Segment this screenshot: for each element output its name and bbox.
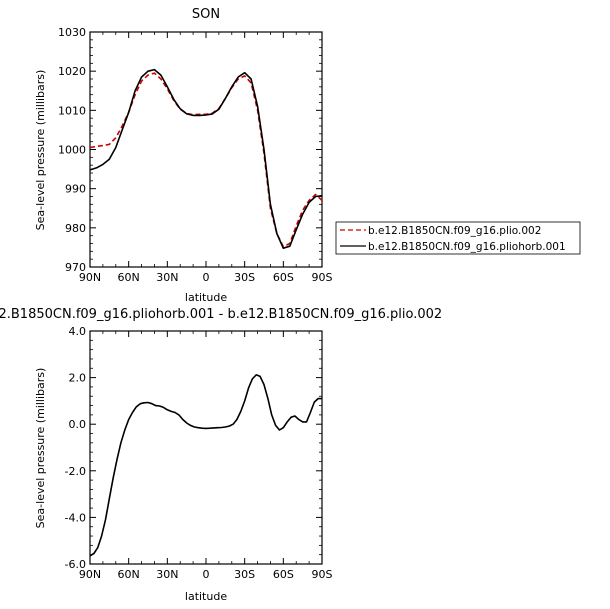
chart-top-x-tick-label: 0 <box>203 271 210 284</box>
chart-top-y-tick-label: 970 <box>65 261 86 274</box>
chart-bottom-y-tick-label: -6.0 <box>65 558 86 571</box>
chart-bottom-x-tick-label: 0 <box>203 568 210 581</box>
chart-bottom-x-tick-label: 30S <box>234 568 255 581</box>
chart-top-x-tick-label: 90N <box>79 271 101 284</box>
chart-bottom-y-tick-label: 0.0 <box>69 418 87 431</box>
chart-bottom-x-tick-label: 90S <box>312 568 333 581</box>
legend-label-plio: b.e12.B1850CN.f09_g16.plio.002 <box>368 225 541 237</box>
chart-top-x-axis-label: latitude <box>185 291 227 304</box>
chart-top-y-tick-label: 990 <box>65 183 86 196</box>
chart-bottom-y-tick-label: 2.0 <box>69 372 87 385</box>
chart-bottom-title: b.e12.B1850CN.f09_g16.pliohorb.001 - b.e… <box>0 307 442 322</box>
chart-bottom: b.e12.B1850CN.f09_g16.pliohorb.001 - b.e… <box>0 307 442 603</box>
chart-bottom-y-tick-label: -2.0 <box>65 465 86 478</box>
chart-bottom-y-tick-label: 4.0 <box>69 325 87 338</box>
chart-top-x-tick-label: 30N <box>156 271 178 284</box>
chart-bottom-y-tick-label: -4.0 <box>65 511 86 524</box>
chart-top-x-tick-label: 30S <box>234 271 255 284</box>
chart-bottom-y-axis-label: Sea-level pressure (millibars) <box>34 368 47 529</box>
chart-top-y-tick-label: 1030 <box>58 26 86 39</box>
chart-top-y-tick-label: 1020 <box>58 65 86 78</box>
legend-label-pliohorb: b.e12.B1850CN.f09_g16.pliohorb.001 <box>368 241 566 253</box>
chart-top: SON 90N 60N 30N 0 30S 60S 90S 970 980 990 1000 101… <box>34 7 581 304</box>
legend-box <box>335 221 581 255</box>
chart-top-title: SON <box>192 7 220 22</box>
chart-bottom-x-tick-label: 90N <box>79 568 101 581</box>
chart-top-x-tick-label: 60N <box>118 271 140 284</box>
chart-top-y-axis-label: Sea-level pressure (millibars) <box>34 70 47 231</box>
chart-top-x-tick-label: 60S <box>273 271 294 284</box>
chart-bottom-series-line-0 <box>89 373 322 557</box>
chart-top-plot-frame <box>89 31 323 268</box>
chart-bottom-plot-frame <box>89 330 323 565</box>
chart-bottom-x-tick-label: 60S <box>273 568 294 581</box>
chart-bottom-x-axis-label: latitude <box>185 590 227 603</box>
chart-top-y-tick-label: 1000 <box>58 144 86 157</box>
chart-top-series-line-1 <box>89 68 323 249</box>
chart-bottom-x-tick-label: 60N <box>118 568 140 581</box>
chart-top-y-tick-label: 980 <box>65 222 86 235</box>
chart-top-series-line-0 <box>89 72 323 248</box>
chart-top-y-tick-label: 1010 <box>58 104 86 117</box>
legend: b.e12.B1850CN.f09_g16.plio.002 b.e12.B18… <box>335 221 581 255</box>
chart-bottom-x-tick-label: 30N <box>156 568 178 581</box>
chart-top-x-tick-label: 90S <box>312 271 333 284</box>
